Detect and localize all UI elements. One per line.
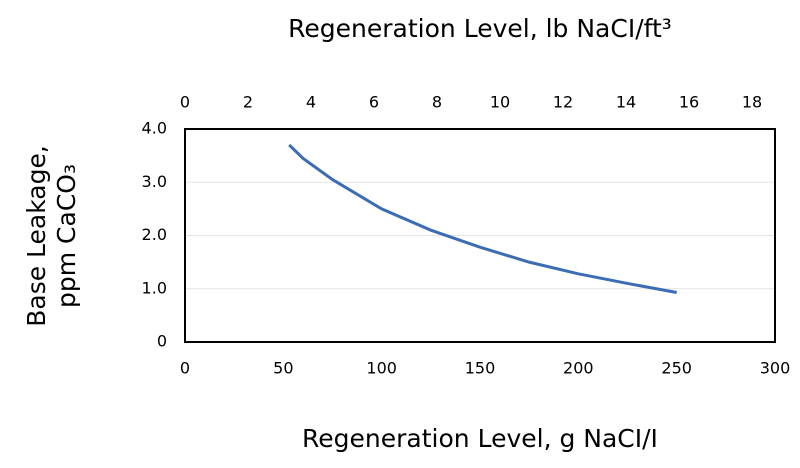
x2-tick-label: 14 — [616, 93, 636, 112]
y-tick-label: 1.0 — [142, 278, 167, 297]
x2-tick-label: 0 — [180, 93, 190, 112]
x2-tick-label: 2 — [243, 93, 253, 112]
x-axis-title: Regeneration Level, g NaCI/I — [302, 424, 658, 453]
plot-frame — [184, 128, 776, 343]
x2-tick-label: 8 — [432, 93, 442, 112]
x2-tick-label: 12 — [553, 93, 573, 112]
line — [288, 143, 677, 294]
x-tick-label: 0 — [180, 359, 190, 378]
x2-tick-label: 18 — [742, 93, 762, 112]
y-tick-label: 4.0 — [142, 119, 167, 138]
y-axis-title: Base Leakage, ppm CaCO₃ — [22, 145, 81, 327]
x-tick-label: 50 — [273, 359, 293, 378]
x-tick-label: 250 — [661, 359, 692, 378]
x2-tick-label: 10 — [490, 93, 510, 112]
x-tick-label: 300 — [760, 359, 791, 378]
x-tick-label: 200 — [563, 359, 594, 378]
y-tick-label: 2.0 — [142, 225, 167, 244]
x-tick-label: 100 — [366, 359, 397, 378]
y-axis-title-line: Base Leakage, — [22, 145, 51, 327]
x-tick-label: 150 — [465, 359, 496, 378]
x2-tick-label: 4 — [306, 93, 316, 112]
y-tick-label: 3.0 — [142, 172, 167, 191]
y-tick-label: 0 — [157, 332, 167, 351]
y-axis-title-line: ppm CaCO₃ — [52, 164, 81, 308]
x2-tick-label: 6 — [369, 93, 379, 112]
top-axis-title: Regeneration Level, lb NaCI/ft³ — [288, 14, 672, 43]
x2-tick-label: 16 — [679, 93, 699, 112]
